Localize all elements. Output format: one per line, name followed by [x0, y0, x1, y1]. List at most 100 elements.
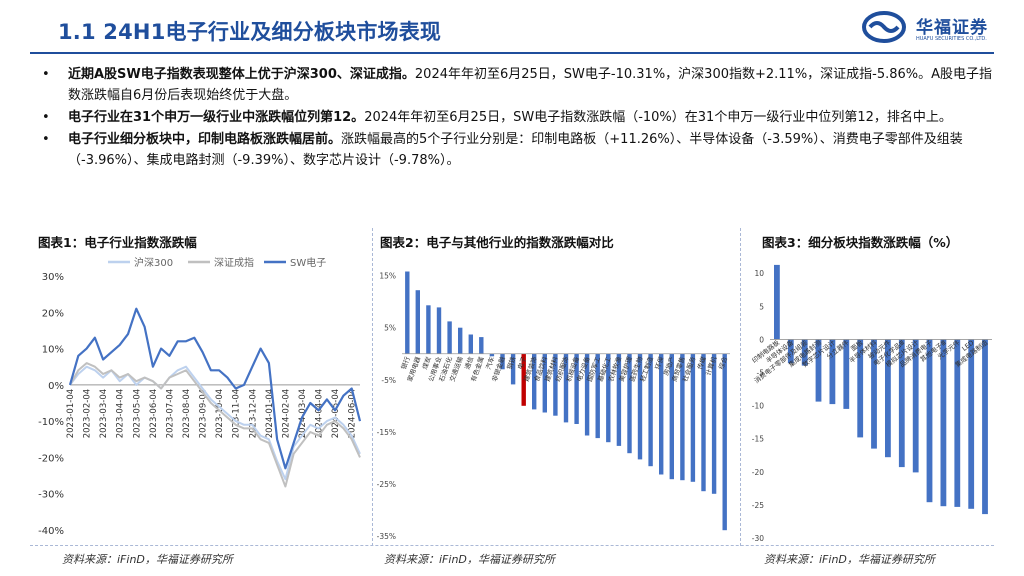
- y-tick-label: 5: [759, 302, 764, 311]
- x-tick-label: 2023-02-04: [83, 389, 93, 438]
- chart2-source: 资料来源：iFinD，华福证券研究所: [384, 553, 555, 566]
- y-tick-label: -40%: [38, 526, 64, 537]
- y-tick-label: 20%: [42, 308, 64, 319]
- y-tick-label: -15: [752, 435, 764, 444]
- legend-label: 沪深300: [134, 256, 173, 269]
- footer-divider: [30, 545, 994, 546]
- bar: [669, 353, 674, 480]
- chart1-title: 图表1：电子行业指数涨跌幅: [38, 235, 197, 250]
- x-tick-label: 2023-01-04: [66, 389, 76, 438]
- bar: [940, 339, 947, 507]
- bullet-dot-icon: •: [42, 67, 50, 82]
- chart1-source: 资料来源：iFinD，华福证券研究所: [62, 553, 233, 566]
- y-tick-label: -10%: [38, 417, 64, 428]
- x-tick-label: 2023-03-04: [99, 389, 109, 438]
- y-tick-label: 0: [759, 335, 764, 344]
- y-tick-label: -10: [752, 402, 764, 411]
- brand-logo: 华福证券 HUAFU SECURITIES CO.,LTD.: [862, 10, 1002, 46]
- bar: [711, 353, 717, 494]
- chart3-source: 资料来源：iFinD，华福证券研究所: [764, 553, 935, 566]
- bar: [584, 353, 590, 436]
- y-tick-label: -30%: [38, 490, 64, 501]
- bar: [521, 353, 526, 406]
- bar: [426, 305, 431, 354]
- y-tick-label: 10%: [42, 345, 64, 356]
- x-tick-label: 银行: [399, 355, 412, 371]
- bar: [648, 353, 653, 467]
- brand-name: 华福证券: [916, 18, 988, 38]
- bar: [606, 353, 611, 443]
- panel-divider: [740, 228, 741, 546]
- bar: [843, 339, 850, 409]
- bar: [595, 353, 600, 439]
- bullet-headline: 近期A股SW电子指数表现整体上优于沪深300、深证成指。: [68, 67, 415, 82]
- chart3-title: 图表3：细分板块指数涨跌幅（%）: [762, 235, 959, 250]
- bar: [532, 353, 537, 410]
- x-tick-label: 2023-04-04: [116, 389, 126, 438]
- bar: [885, 339, 891, 458]
- bar: [542, 353, 547, 413]
- y-tick-label: -15%: [377, 428, 396, 437]
- x-tick-label: 2023-12-04: [248, 389, 258, 438]
- y-tick-label: -5: [757, 369, 765, 378]
- x-tick-label: 2024-02-04: [281, 389, 291, 438]
- series-line-3: [68, 307, 362, 470]
- bar-chart-industry-comparison: 15%5%-5%-15%-25%-35%银行家用电器煤炭公用事业石油石化交通运输…: [377, 271, 730, 541]
- x-tick-label: 2023-06-04: [149, 389, 159, 438]
- bar: [815, 339, 822, 402]
- line-chart-index-performance: 30% 20% 10% 0% -10% -20% -30% -40% 2023-01-04 202…: [38, 256, 362, 537]
- x-tick-label: 汽车: [483, 355, 496, 371]
- brand-subtitle: HUAFU SECURITIES CO.,LTD.: [916, 36, 987, 42]
- bar: [659, 353, 664, 475]
- y-tick-label: 0%: [48, 381, 64, 392]
- bullet-headline: 电子行业在31个申万一级行业中涨跌幅位列第12。: [68, 110, 365, 125]
- bar: [701, 353, 706, 492]
- bullet-dot-icon: •: [42, 110, 50, 125]
- bullet-item: • 电子行业细分板块中，印制电路板涨跌幅居前。涨跌幅最高的5个子行业分别是：印制…: [38, 129, 994, 171]
- x-tick-label: 2024-01-04: [265, 389, 275, 438]
- bar: [898, 339, 905, 468]
- bullet-text: 2024年年初至6月25日，SW电子-10.31%，沪深300指数+2.11%，…: [68, 67, 993, 103]
- bar: [871, 339, 877, 449]
- x-tick-label: 2023-07-04: [165, 389, 175, 438]
- x-tick-label: 综合: [716, 355, 729, 371]
- y-tick-label: -20: [752, 468, 764, 477]
- bar: [574, 353, 579, 424]
- bar: [500, 353, 505, 370]
- x-tick-label: 2023-09-04: [199, 389, 209, 438]
- bar: [774, 264, 780, 340]
- x-tick-label: 2024-06-04: [348, 389, 358, 438]
- y-tick-label: -30: [752, 534, 764, 543]
- bar: [787, 339, 794, 364]
- bar: [436, 307, 442, 354]
- bullet-text: 涨跌幅最高的5个子行业分别是：印制电路板（+11.26%）、半导体设备（-3.5…: [68, 132, 963, 168]
- title-divider: [30, 52, 994, 54]
- y-tick-label: 10: [754, 269, 764, 278]
- y-tick-label: -20%: [38, 453, 64, 464]
- bullet-text: 2024年年初至6月25日，SW电子指数涨跌幅（-10%）在31个申万一级行业中…: [364, 110, 952, 125]
- bullet-headline: 电子行业细分板块中，印制电路板涨跌幅居前。: [68, 132, 342, 147]
- y-tick-label: 30%: [42, 272, 64, 283]
- x-tick-label: 传媒: [695, 355, 708, 371]
- bar: [447, 321, 452, 354]
- bar: [954, 339, 961, 507]
- x-tick-label: 2023-05-04: [132, 389, 142, 438]
- series-line-1: [69, 365, 361, 481]
- legend-label: 深证成指: [214, 256, 254, 269]
- bar: [627, 353, 632, 454]
- bar: [510, 353, 516, 385]
- bullet-item: • 电子行业在31个申万一级行业中涨跌幅位列第12。2024年年初至6月25日，…: [38, 107, 994, 128]
- x-tick-label: 2023-08-04: [182, 389, 192, 438]
- y-tick-label: 5%: [384, 324, 396, 333]
- series-line-2: [69, 362, 361, 488]
- x-tick-label: 煤炭: [420, 355, 433, 371]
- brand-logo-icon: [862, 11, 906, 43]
- bar: [680, 353, 685, 481]
- bar: [690, 353, 696, 482]
- bar: [489, 353, 495, 357]
- bar: [616, 353, 622, 446]
- bar-chart-subsector-performance: 1050-5-10-15-20-25-30印制电路板半导体设备消费电子零部件及组…: [750, 264, 992, 543]
- bar: [801, 339, 808, 366]
- x-tick-label: 2024-04-04: [315, 389, 325, 438]
- bar: [553, 353, 558, 416]
